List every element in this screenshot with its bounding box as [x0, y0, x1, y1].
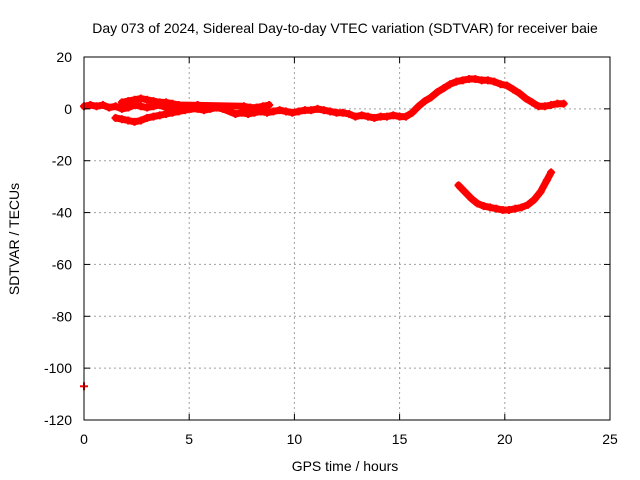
x-axis-tick-labels: 0 5 10 15 20 25	[80, 431, 618, 447]
x-axis-label: GPS time / hours	[292, 458, 399, 474]
y-tick-label: 20	[56, 49, 72, 65]
y-tick-label: 0	[64, 101, 72, 117]
y-tick-label: -100	[44, 360, 72, 376]
chart-title: Day 073 of 2024, Sidereal Day-to-day VTE…	[92, 20, 598, 36]
x-tick-label: 5	[185, 431, 193, 447]
x-tick-label: 15	[392, 431, 408, 447]
axis-ticks	[83, 56, 611, 421]
y-tick-label: -120	[44, 412, 72, 428]
y-tick-label: -60	[52, 256, 72, 272]
plot-frame	[83, 56, 611, 421]
series-main-band	[80, 75, 568, 122]
y-tick-label: -40	[52, 205, 72, 221]
x-tick-label: 20	[497, 431, 513, 447]
series-upper-branch	[117, 94, 274, 112]
y-tick-label: -20	[52, 153, 72, 169]
y-tick-label: -80	[52, 308, 72, 324]
y-axis-label: SDTVAR / TECUs	[6, 183, 22, 295]
series-arc	[454, 168, 556, 214]
data-series-layer	[80, 75, 568, 391]
y-axis-tick-labels: 20 0 -20 -40 -60 -80 -100 -120	[44, 49, 72, 428]
x-tick-label: 0	[80, 431, 88, 447]
x-tick-label: 10	[287, 431, 303, 447]
x-tick-label: 25	[602, 431, 618, 447]
